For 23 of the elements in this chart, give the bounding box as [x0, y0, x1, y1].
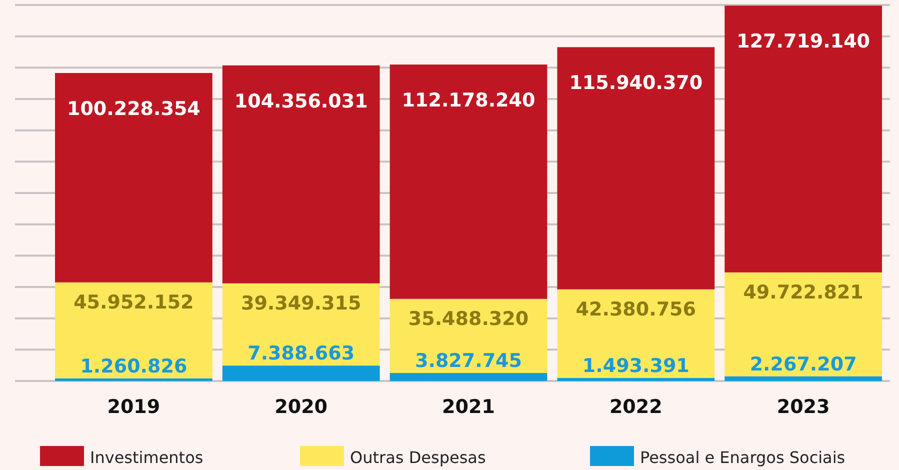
data-label: 49.722.821: [743, 281, 864, 304]
legend-label: Investimentos: [90, 448, 204, 467]
data-label: 39.349.315: [240, 292, 362, 314]
data-label: 115.940.370: [569, 72, 703, 94]
data-label: 42.380.756: [576, 298, 696, 320]
x-tick-label: 2022: [609, 396, 662, 418]
x-tick-label: 2019: [107, 396, 160, 418]
data-label: 2.267.207: [750, 353, 857, 376]
x-tick-label: 2021: [442, 396, 495, 418]
legend-label: Pessoal e Enargos Sociais: [640, 448, 846, 467]
data-label: 1.493.391: [582, 354, 690, 377]
data-label: 45.952.152: [74, 291, 194, 314]
data-label: 104.356.031: [234, 90, 368, 112]
legend-label: Outras Despesas: [350, 448, 486, 467]
x-tick-label: 2023: [776, 396, 830, 418]
data-label: 100.228.354: [66, 98, 200, 120]
data-label: 127.719.140: [736, 30, 870, 53]
data-label: 7.388.663: [248, 342, 355, 365]
x-tick-label: 2020: [274, 396, 328, 418]
data-label: 1.260.826: [80, 355, 188, 378]
data-label: 35.488.320: [408, 308, 529, 330]
data-label: 112.178.240: [402, 90, 536, 112]
data-label: 3.827.745: [415, 350, 522, 372]
